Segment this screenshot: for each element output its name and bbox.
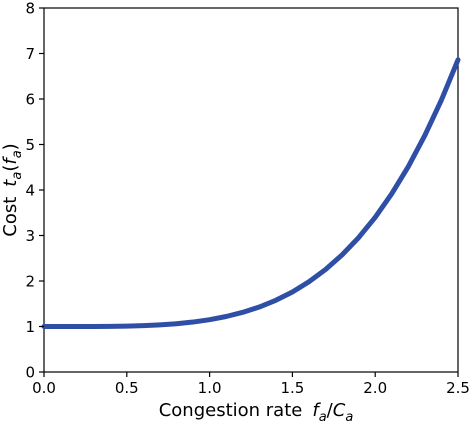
- x-axis-label-slash: /: [327, 400, 334, 421]
- y-tick-label: 3: [25, 227, 35, 245]
- plot-area: [41, 7, 461, 373]
- y-tick-label: 2: [25, 273, 35, 291]
- x-tick-label: 0.0: [32, 379, 56, 397]
- y-axis-ticks: 0 1 2 3 4 5 6 7 8: [25, 0, 44, 382]
- y-tick-label: 8: [25, 0, 35, 18]
- y-tick-label: 5: [25, 136, 35, 154]
- y-axis-label-arg: f: [0, 156, 21, 165]
- x-axis-label-prefix: Congestion rate: [159, 400, 303, 421]
- x-tick-label: 1.5: [280, 379, 304, 397]
- y-tick-label: 1: [25, 318, 35, 336]
- y-tick-label: 7: [25, 45, 35, 63]
- y-axis-label: Costta(fa): [0, 143, 25, 236]
- x-axis-ticks: 0.0 0.5 1.0 1.5 2.0 2.5: [32, 372, 470, 397]
- y-axis-label-close-paren: ): [0, 143, 21, 150]
- x-axis-label-sub2: a: [345, 410, 353, 424]
- y-axis-label-open-paren: (: [0, 165, 21, 172]
- y-axis-label-sub: a: [10, 172, 25, 180]
- y-axis-label-prefix: Cost: [0, 197, 21, 237]
- x-axis-label-var2: C: [333, 400, 346, 421]
- x-axis-label-sub: a: [319, 410, 327, 424]
- x-axis-label: Congestion rate fa/Ca: [159, 400, 354, 424]
- x-tick-label: 2.0: [363, 379, 387, 397]
- x-tick-label: 0.5: [115, 379, 139, 397]
- y-axis-label-var: t: [0, 179, 21, 187]
- y-tick-label: 4: [25, 182, 35, 200]
- y-axis-label-argsub: a: [10, 150, 25, 158]
- x-tick-label: 2.5: [446, 379, 470, 397]
- series-line: [41, 57, 461, 329]
- y-tick-label: 6: [25, 91, 35, 109]
- x-axis-label-var: f: [312, 400, 321, 421]
- x-tick-label: 1.0: [198, 379, 222, 397]
- y-tick-label: 0: [25, 364, 35, 382]
